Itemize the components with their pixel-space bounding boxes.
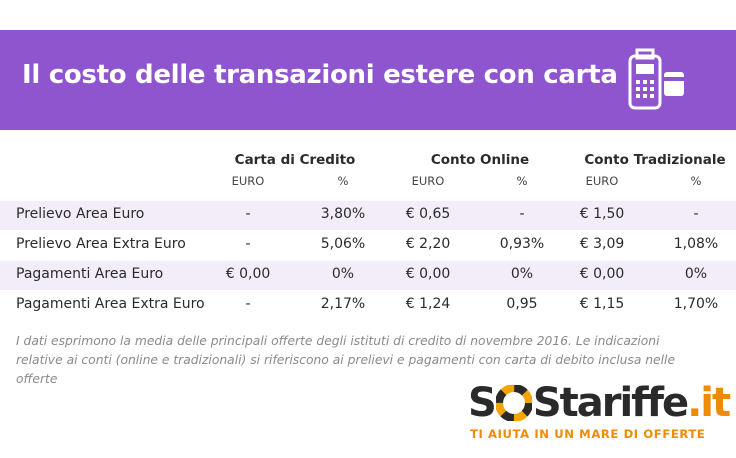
cell: - (693, 206, 699, 222)
group-header: Conto Online (430, 152, 530, 168)
cell: € 0,65 (405, 206, 451, 222)
group-header: Carta di Credito (234, 152, 356, 168)
cell: 3,80% (320, 206, 366, 222)
row-label: Pagamenti Area Extra Euro (16, 296, 205, 312)
row-background (0, 261, 736, 290)
cell: € 0,00 (579, 266, 625, 282)
cell: 0,93% (499, 236, 545, 252)
row-label: Pagamenti Area Euro (16, 266, 164, 282)
cell: € 1,24 (405, 296, 451, 312)
sub-header: % (337, 174, 349, 188)
cell: 2,17% (320, 296, 366, 312)
row-label: Prelievo Area Extra Euro (16, 236, 186, 252)
cell: € 0,00 (225, 266, 271, 282)
logo-suffix: .it (687, 380, 731, 426)
logo: S Stariffe .it (468, 380, 731, 426)
cell: - (519, 206, 525, 222)
lifebuoy-icon (495, 385, 532, 421)
cell: 0% (684, 266, 708, 282)
cell: € 1,50 (579, 206, 625, 222)
sub-header: EURO (231, 174, 265, 188)
group-header: Conto Tradizionale (584, 152, 726, 168)
cell: - (245, 236, 251, 252)
cell: 1,70% (673, 296, 719, 312)
cell: - (245, 296, 251, 312)
cell: 0% (510, 266, 534, 282)
row-label: Prelievo Area Euro (16, 206, 145, 222)
cell: - (245, 206, 251, 222)
sub-header: EURO (411, 174, 445, 188)
header-band (0, 30, 736, 130)
cell: € 1,15 (579, 296, 625, 312)
cell: 5,06% (320, 236, 366, 252)
cell: 1,08% (673, 236, 719, 252)
cell: € 2,20 (405, 236, 451, 252)
logo-right: Stariffe (532, 380, 689, 426)
title: Il costo delle transazioni estere con ca… (22, 60, 618, 90)
tagline: TI AIUTA IN UN MARE DI OFFERTE (470, 427, 706, 441)
row-background (0, 201, 736, 230)
footnote: I dati esprimono la media delle principa… (16, 334, 676, 386)
logo-left: S (468, 380, 497, 426)
cell: € 3,09 (579, 236, 625, 252)
cell: 0,95 (506, 296, 538, 312)
card-terminal-icon (628, 48, 684, 110)
cell: 0% (331, 266, 355, 282)
sub-header: % (516, 174, 528, 188)
cell: € 0,00 (405, 266, 451, 282)
sub-header: EURO (585, 174, 619, 188)
sub-header: % (690, 174, 702, 188)
